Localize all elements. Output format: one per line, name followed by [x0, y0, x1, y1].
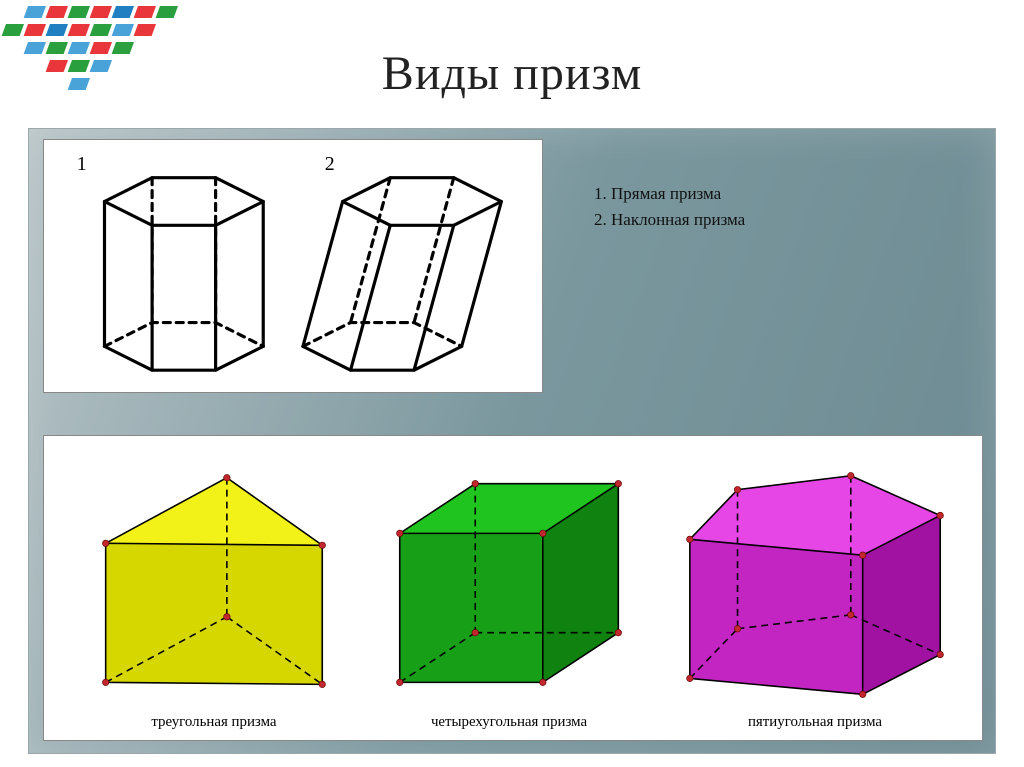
legend: Прямая призма Наклонная призма	[585, 181, 745, 234]
legend-item-2: Наклонная призма	[611, 207, 745, 233]
top-prisms-svg: 12	[44, 140, 542, 392]
svg-text:2: 2	[325, 153, 335, 175]
svg-text:пятиугольная призма: пятиугольная призма	[748, 714, 882, 730]
svg-text:четырехугольная призма: четырехугольная призма	[431, 714, 588, 730]
legend-list: Прямая призма Наклонная призма	[585, 181, 745, 234]
decorative-logo	[0, 0, 210, 100]
bottom-diagrams-box: треугольная призма четырехугольная призма…	[43, 435, 983, 741]
legend-item-1: Прямая призма	[611, 181, 745, 207]
svg-text:треугольная призма: треугольная призма	[151, 714, 277, 730]
svg-text:1: 1	[77, 153, 87, 175]
main-panel: 12 Прямая призма Наклонная призма треуго…	[28, 128, 996, 754]
bottom-prisms-svg: треугольная призма четырехугольная призма…	[44, 436, 982, 740]
top-diagrams-box: 12	[43, 139, 543, 393]
